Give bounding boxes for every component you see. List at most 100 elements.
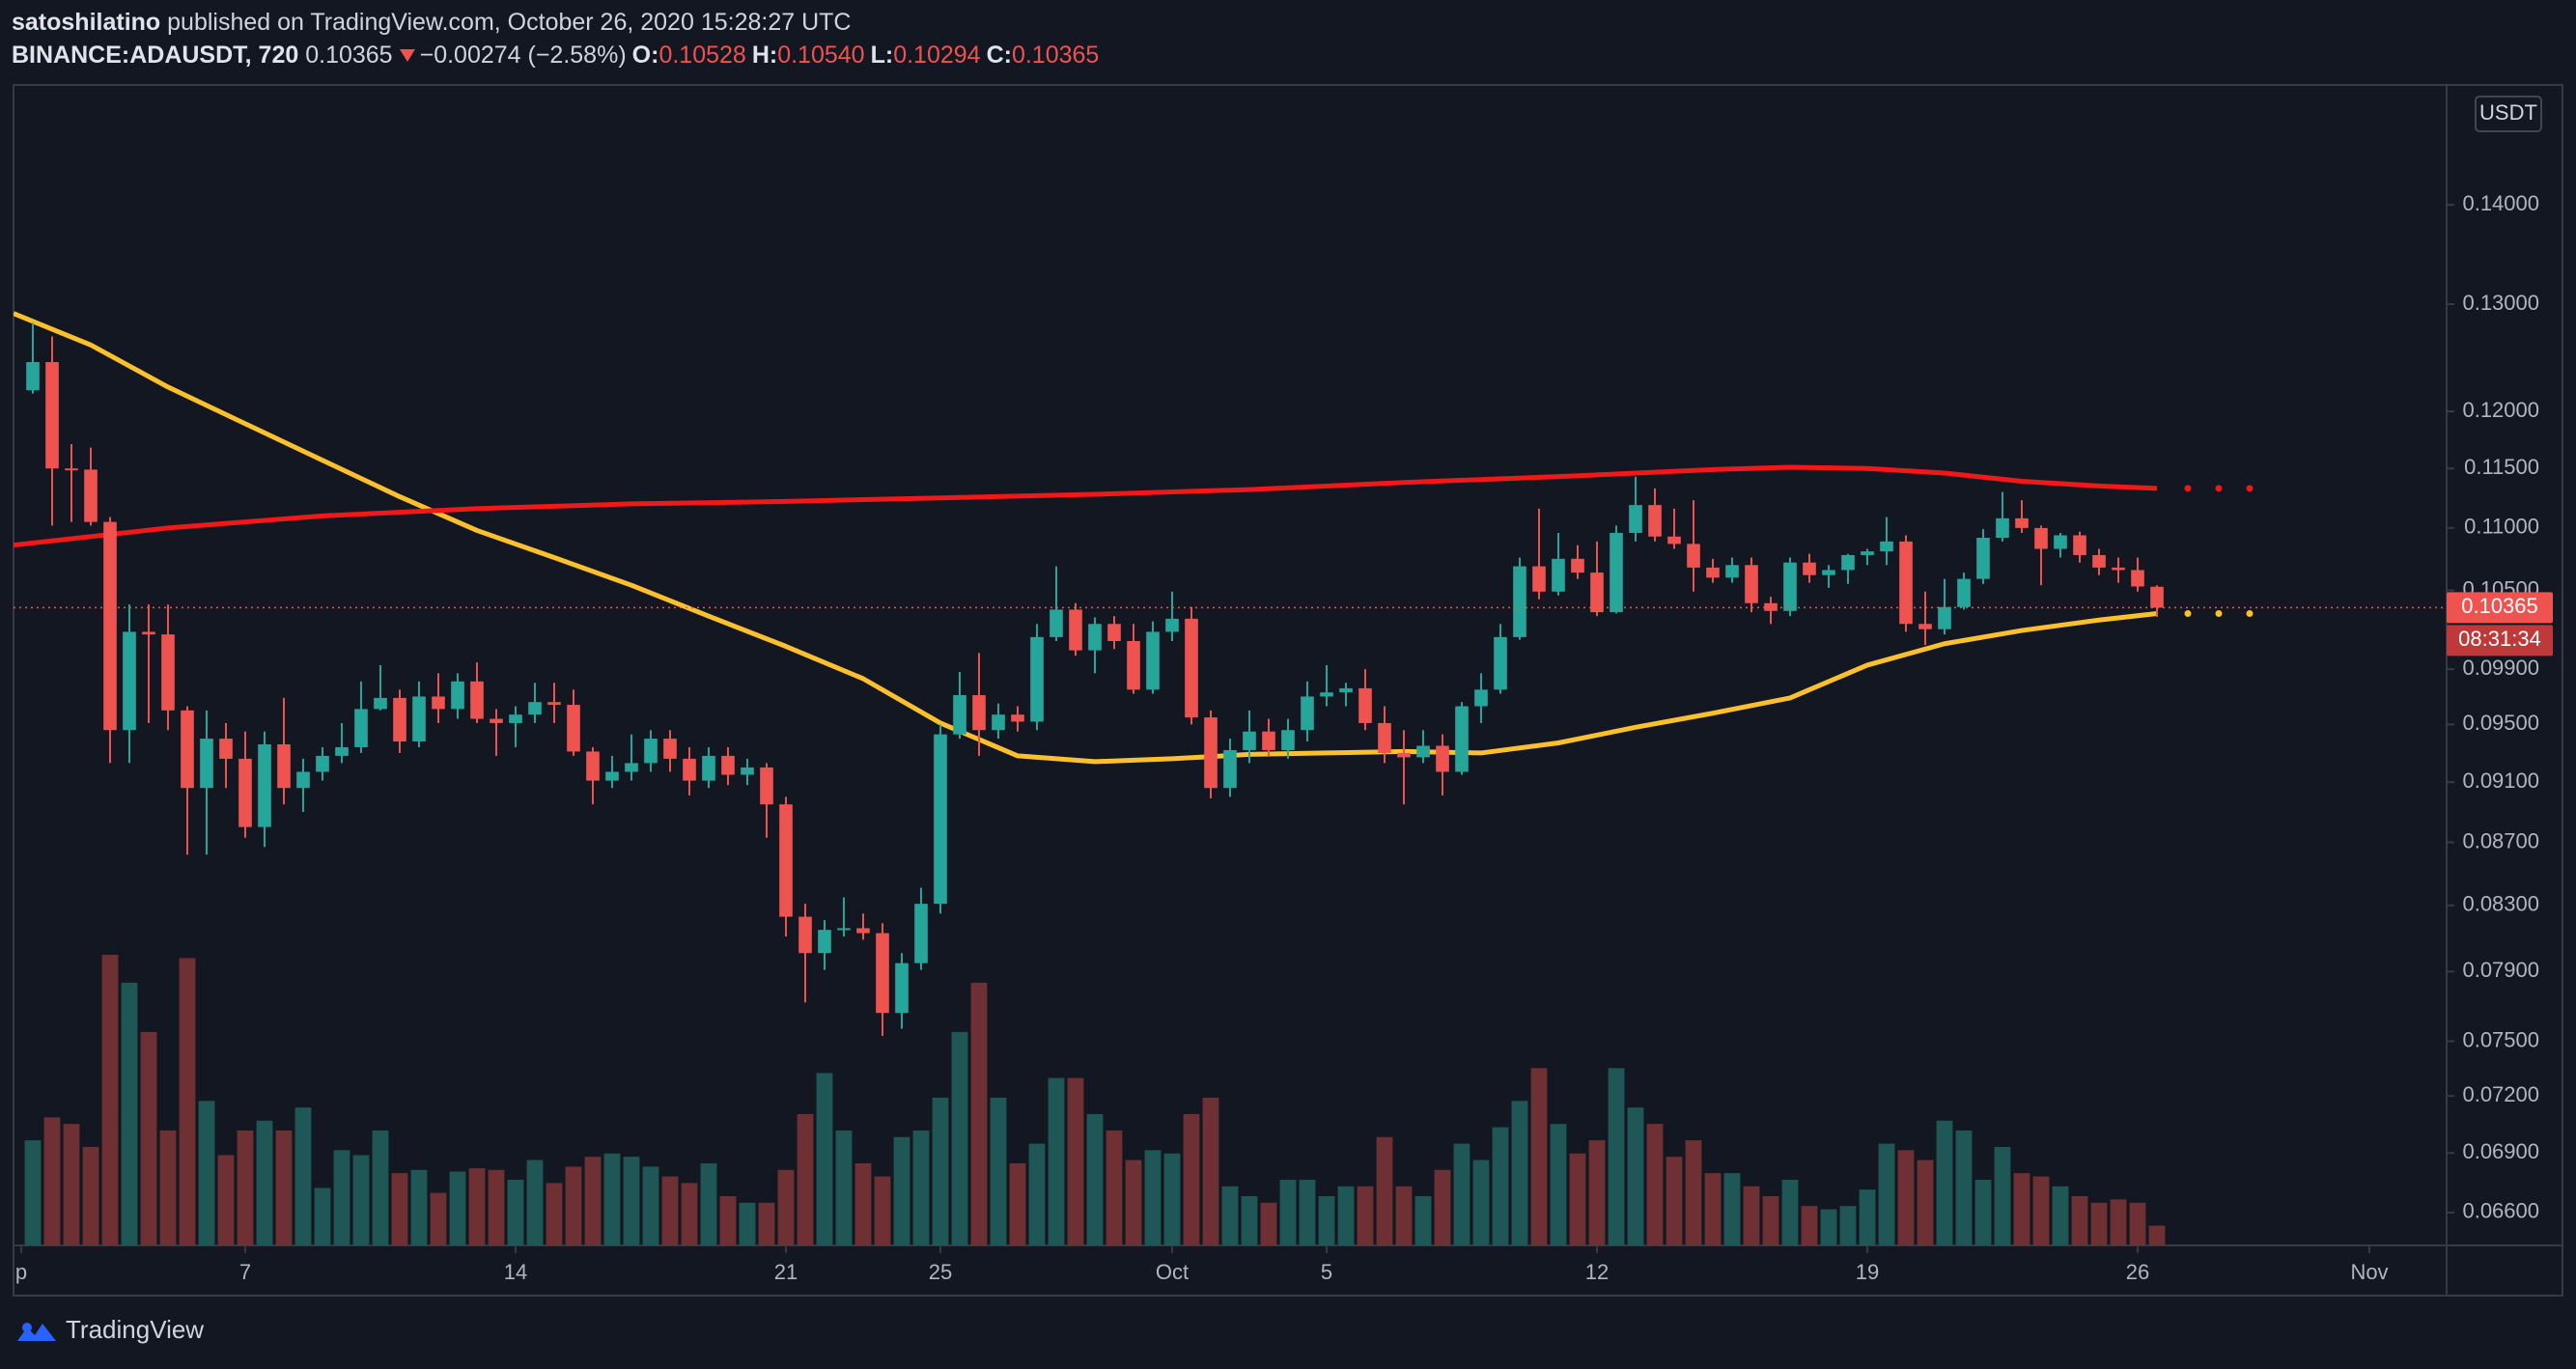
- volume-bar: [1839, 1206, 1857, 1245]
- candle-body: [914, 904, 928, 964]
- symbol: BINANCE:ADAUSDT, 720: [12, 42, 299, 69]
- candle-body: [2054, 535, 2067, 549]
- volume-bar: [1376, 1136, 1393, 1245]
- x-tick-label: p: [15, 1260, 27, 1284]
- volume-bar: [198, 1101, 215, 1245]
- candle-body: [1532, 566, 1546, 592]
- volume-bar: [1762, 1195, 1779, 1245]
- volume-bar: [1492, 1127, 1509, 1245]
- candle-body: [876, 933, 889, 1014]
- header-line-1: satoshilatino published on TradingView.c…: [12, 6, 1105, 39]
- candle-body: [1687, 544, 1700, 568]
- change: −0.00274 (−2.58%): [419, 42, 627, 69]
- candle-body: [509, 714, 522, 723]
- candle-body: [219, 739, 233, 759]
- volume-bar: [2032, 1176, 2050, 1245]
- candle-body: [1223, 749, 1237, 789]
- y-tick-label: 0.07500: [2462, 1027, 2539, 1051]
- candle-body: [2073, 535, 2086, 555]
- volume-bar: [1414, 1195, 1432, 1245]
- candle-body: [1455, 706, 1469, 772]
- candle-body: [1590, 573, 1604, 613]
- candle-body: [1880, 541, 1893, 552]
- candle-body: [818, 930, 831, 954]
- volume-bar: [430, 1192, 447, 1245]
- volume-bar: [1550, 1124, 1567, 1245]
- candle-body: [856, 928, 870, 934]
- candle-body: [451, 681, 464, 710]
- volume-bar: [1183, 1113, 1200, 1245]
- volume-bar: [1241, 1195, 1258, 1245]
- volume-bar: [1125, 1159, 1142, 1245]
- candle-body: [1552, 558, 1565, 592]
- volume-bar: [2090, 1202, 2108, 1245]
- volume-bar: [603, 1153, 621, 1245]
- candle-body: [354, 709, 368, 747]
- volume-bar: [410, 1169, 428, 1245]
- candle-body: [1107, 624, 1121, 642]
- x-tick-label: 14: [504, 1260, 527, 1284]
- ohlc-value: 0.10528: [658, 42, 746, 69]
- volume-bar: [391, 1173, 408, 1245]
- candle-body: [779, 804, 793, 917]
- volume-bar: [719, 1195, 737, 1245]
- candle-body: [123, 631, 136, 731]
- countdown-label: 08:31:34: [2458, 627, 2541, 651]
- x-tick-label: 21: [774, 1260, 798, 1284]
- y-tick-label: 0.09100: [2462, 768, 2539, 793]
- candle-body: [335, 746, 349, 756]
- volume-bar: [179, 958, 196, 1245]
- volume-bar: [314, 1187, 331, 1245]
- volume-bar: [1472, 1159, 1490, 1245]
- candle-body: [1030, 636, 1044, 722]
- candle-body: [2150, 586, 2164, 608]
- volume-bar: [1067, 1077, 1084, 1245]
- volume-bar: [1704, 1173, 1722, 1245]
- candle-body: [625, 763, 638, 772]
- volume-bar: [546, 1183, 563, 1245]
- candle-body: [605, 771, 619, 781]
- candle-body: [837, 928, 851, 931]
- volume-bar: [63, 1124, 80, 1245]
- volume-bar: [1048, 1077, 1065, 1245]
- volume-bar: [1955, 1130, 1973, 1245]
- moving-average: [14, 464, 2158, 548]
- volume-bar: [1357, 1186, 1374, 1245]
- candle-body: [1011, 714, 1024, 722]
- candle-body: [934, 734, 947, 905]
- volume-bar: [468, 1168, 486, 1245]
- volume-bar: [1009, 1162, 1026, 1245]
- x-tick-label: 7: [239, 1260, 251, 1284]
- candle-body: [702, 755, 715, 781]
- volume-bar: [990, 1097, 1007, 1245]
- candle-body: [1416, 745, 1430, 758]
- candle-body: [972, 695, 986, 731]
- countdown-box: [2447, 625, 2553, 657]
- volume-bar: [835, 1130, 853, 1245]
- ohlc-label: H:: [751, 42, 778, 69]
- volume-bar: [1588, 1140, 1606, 1245]
- candle-body: [1918, 624, 1932, 629]
- last-price-box: [2447, 592, 2553, 624]
- candle-body: [1803, 562, 1816, 575]
- volume-bar: [1028, 1143, 1046, 1245]
- candle-body: [1957, 578, 1971, 607]
- candle-body: [760, 767, 773, 805]
- y-tick-label: 0.07200: [2462, 1082, 2539, 1106]
- volume-bar: [1936, 1120, 1953, 1245]
- footer: TradingView: [14, 1315, 204, 1345]
- volume-bar: [507, 1179, 524, 1245]
- volume-bar: [2129, 1202, 2146, 1245]
- candle-body: [1281, 730, 1295, 750]
- ohlc-value: 0.10365: [1011, 42, 1100, 69]
- projection-dot: [2215, 609, 2223, 617]
- candle-body: [1378, 722, 1391, 753]
- ohlc-value: 0.10294: [893, 42, 981, 69]
- x-tick-label: 5: [1321, 1260, 1332, 1284]
- volume-bar: [449, 1171, 466, 1245]
- candle-body: [1706, 567, 1720, 578]
- candle-body: [2015, 517, 2029, 528]
- candle-body: [1938, 606, 1951, 629]
- candle-body: [2112, 567, 2125, 571]
